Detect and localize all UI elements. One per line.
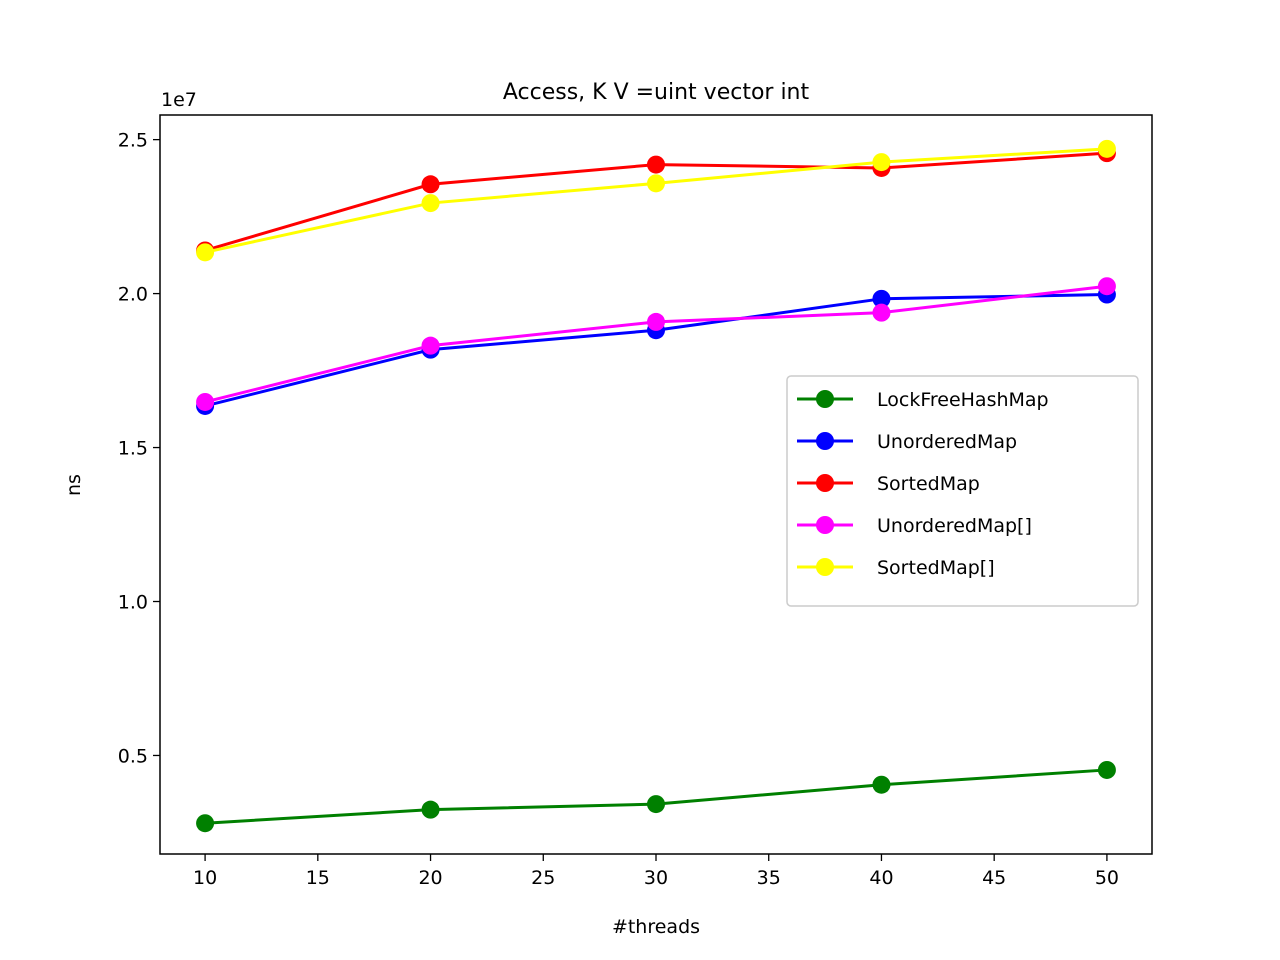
y-tick-label: 0.5 bbox=[118, 745, 148, 767]
y-tick-label: 2.0 bbox=[118, 284, 148, 306]
data-point bbox=[872, 775, 891, 794]
y-tick-label: 1.0 bbox=[118, 592, 148, 614]
legend-marker bbox=[816, 474, 834, 492]
data-point bbox=[196, 392, 215, 411]
data-point bbox=[647, 155, 665, 174]
legend-label: UnorderedMap bbox=[877, 431, 1017, 453]
x-tick-label: 15 bbox=[306, 867, 330, 889]
legend-marker bbox=[816, 390, 834, 408]
chart-title: Access, K V =uint vector int bbox=[503, 80, 810, 105]
data-point bbox=[872, 289, 891, 308]
data-point bbox=[872, 303, 891, 322]
legend-marker bbox=[816, 516, 834, 534]
data-point bbox=[421, 800, 440, 819]
data-point bbox=[647, 795, 665, 814]
y-tick-label: 1.5 bbox=[118, 438, 148, 460]
data-point bbox=[196, 243, 215, 262]
axis-ticks: 10 15 20 25 30 35 40 45 50 0.5 1.0 1.5 2.0 2.5 bbox=[118, 130, 1119, 889]
legend-box bbox=[786, 375, 1139, 607]
legend-marker bbox=[816, 432, 834, 450]
data-point bbox=[872, 153, 891, 172]
legend-marker bbox=[816, 558, 834, 576]
y-axis-label: ns bbox=[63, 474, 85, 496]
x-tick-label: 40 bbox=[869, 867, 893, 889]
plot-area bbox=[196, 139, 1116, 833]
data-point bbox=[196, 814, 215, 833]
legend: LockFreeHashMap UnorderedMap SortedMap Unor… bbox=[786, 375, 1139, 607]
legend-label: LockFreeHashMap bbox=[877, 389, 1049, 411]
x-tick-label: 10 bbox=[193, 867, 217, 889]
x-tick-label: 35 bbox=[757, 867, 781, 889]
data-point bbox=[421, 175, 440, 194]
x-tick-label: 25 bbox=[531, 867, 555, 889]
x-tick-label: 30 bbox=[644, 867, 668, 889]
data-point bbox=[421, 336, 440, 355]
legend-label: UnorderedMap[] bbox=[877, 515, 1032, 537]
x-tick-label: 45 bbox=[982, 867, 1006, 889]
data-point bbox=[647, 312, 665, 331]
data-point bbox=[421, 194, 440, 213]
data-point bbox=[1097, 277, 1116, 296]
data-point bbox=[1097, 139, 1116, 158]
data-point bbox=[1097, 760, 1116, 779]
y-offset-label: 1e7 bbox=[161, 89, 197, 111]
y-tick-label: 2.5 bbox=[118, 130, 148, 152]
legend-label: SortedMap[] bbox=[877, 557, 995, 579]
x-axis-label: #threads bbox=[612, 916, 700, 938]
legend-label: SortedMap bbox=[877, 473, 980, 495]
data-point bbox=[647, 174, 665, 193]
x-tick-label: 20 bbox=[418, 867, 442, 889]
x-tick-label: 50 bbox=[1095, 867, 1119, 889]
